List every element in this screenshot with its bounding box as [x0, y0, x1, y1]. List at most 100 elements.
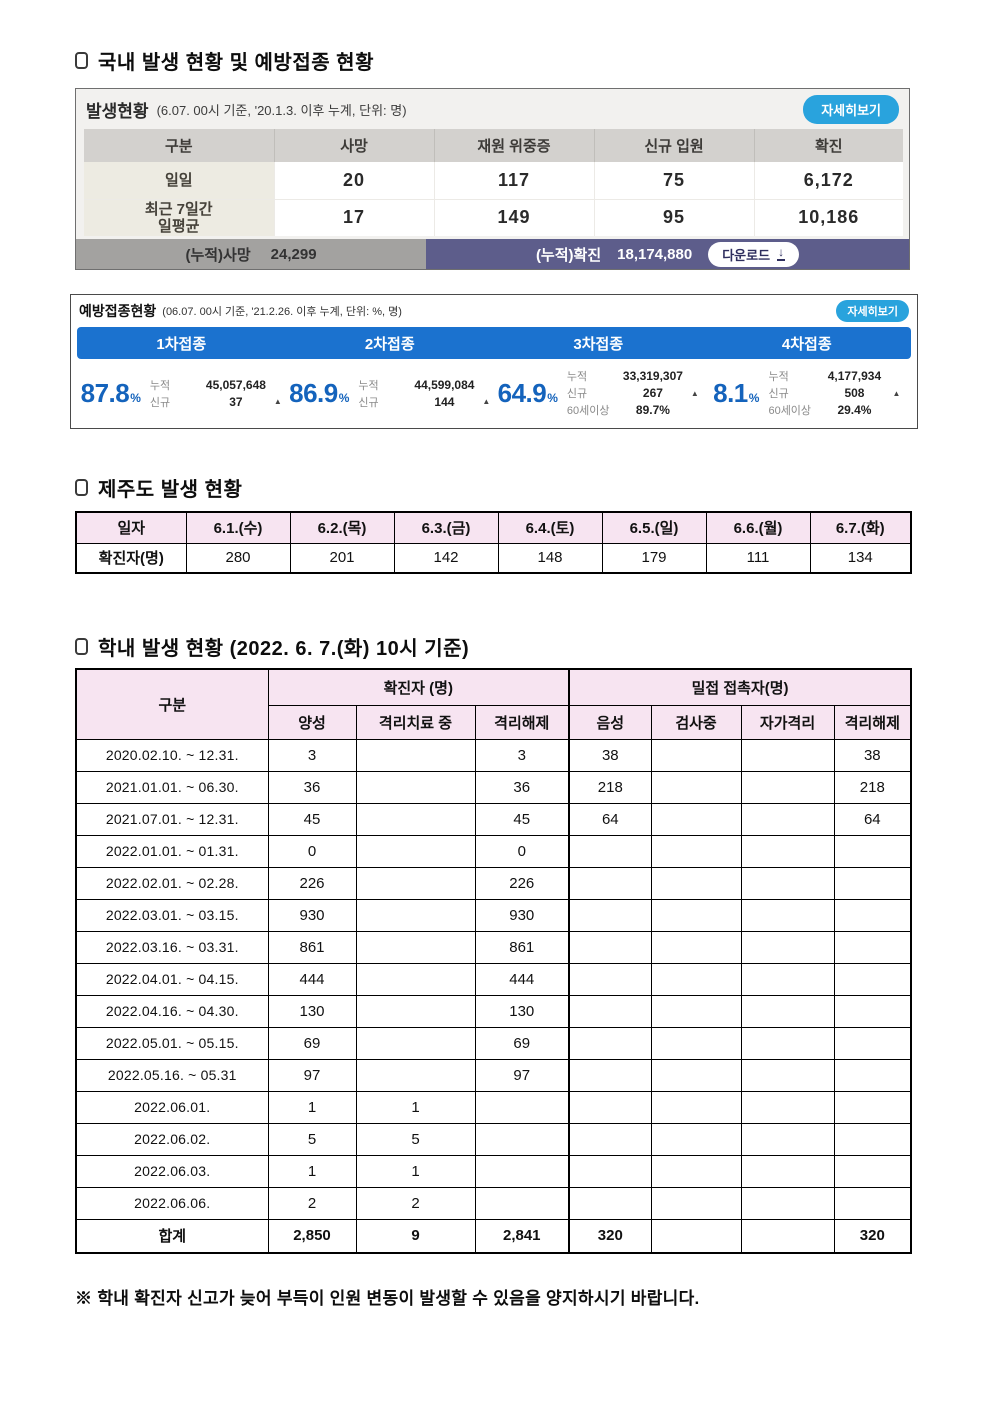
stat-value: 45,057,648 — [205, 377, 266, 392]
table-row: 2022.02.01. ~ 02.28. 226 226 — [75, 866, 912, 900]
table-cell: 148 — [497, 542, 603, 574]
table-row: 일일 20 117 75 6,172 — [84, 162, 903, 199]
section-heading-school: 학내 발생 현황 (2022. 6. 7.(화) 10시 기준) — [75, 632, 917, 661]
table-cell — [355, 738, 476, 772]
table-cell — [568, 1122, 652, 1156]
table-cell: 64 — [568, 802, 652, 836]
download-icon: ↓ — [777, 245, 786, 261]
table-cell — [650, 1058, 742, 1092]
table-cell: 218 — [568, 770, 652, 804]
column-header: 6.6.(월) — [705, 511, 811, 544]
column-header: 격리해제 — [833, 704, 912, 740]
table-row: 2022.05.01. ~ 05.15. 69 69 — [75, 1026, 912, 1060]
dose-percent: 8.1% — [713, 377, 760, 408]
row-label: 2022.03.01. ~ 03.15. — [75, 898, 269, 932]
column-header: 재원 위중증 — [433, 129, 594, 162]
dose-percent: 64.9% — [497, 377, 558, 408]
stat-label: 신규 — [566, 388, 588, 400]
row-label: 확진자(명) — [75, 542, 187, 574]
school-table: 구분 확진자 (명) 밀접 접촉자(명) 양성 격리치료 중 격리해제 음성 검… — [75, 668, 913, 1254]
row-label: 2022.05.01. ~ 05.15. — [75, 1026, 269, 1060]
table-cell — [740, 770, 835, 804]
table-cell: 45 — [474, 802, 570, 836]
school-header-group-row: 구분 확진자 (명) 밀접 접촉자(명) — [75, 668, 912, 740]
table-cell: 2,850 — [267, 1218, 357, 1254]
footer-note: ※ 학내 확진자 신고가 늦어 부득이 인원 변동이 발생할 수 있음을 양지하… — [75, 1289, 700, 1308]
dose-stat-group: 86.9% 누적 44,599,084 신규 144 ▲ — [286, 368, 495, 418]
table-cell — [740, 994, 835, 1028]
download-label: 다운로드 — [722, 247, 771, 263]
outbreak-panel: 발생현황 (6.07. 00시 기준, '20.1.3. 이후 누계, 단위: … — [75, 88, 910, 270]
table-cell — [355, 994, 476, 1028]
table-cell — [355, 1026, 476, 1060]
column-header: 6.1.(수) — [185, 511, 291, 544]
table-cell: 97 — [267, 1058, 357, 1092]
table-cell — [833, 1186, 912, 1220]
row-label: 2022.02.01. ~ 02.28. — [75, 866, 269, 900]
row-label: 일일 — [84, 162, 274, 199]
table-cell: 1 — [267, 1154, 357, 1188]
dose-stat-row: 누적 33,319,307 — [567, 368, 699, 384]
outbreak-title: 발생현황 — [86, 102, 149, 121]
table-row: 2022.03.01. ~ 03.15. 930 930 — [75, 898, 912, 932]
table-cell — [568, 1026, 652, 1060]
table-cell: 0 — [474, 834, 570, 868]
row-label: 최근 7일간 일평균 — [84, 198, 274, 236]
table-cell — [568, 1090, 652, 1124]
table-cell: 0 — [267, 834, 357, 868]
table-cell: 64 — [833, 802, 912, 836]
dose-stat-group: 64.9% 누적 33,319,307 신규 267 ▲ 60세이상 89.7% — [494, 368, 703, 418]
column-header: 일자 — [75, 511, 187, 544]
table-cell: 142 — [393, 542, 499, 574]
table-cell — [833, 1026, 912, 1060]
cumulative-death-value: 24,299 — [270, 245, 317, 263]
table-row: 2022.06.03. 1 1 — [75, 1154, 912, 1188]
stat-label: 누적 — [768, 371, 789, 383]
section-heading-jeju: 제주도 발생 현황 — [75, 473, 917, 502]
table-row: 2022.06.02. 5 5 — [75, 1122, 912, 1156]
table-row: 2020.02.10. ~ 12.31. 3 3 38 38 — [75, 738, 912, 772]
checkbox-bullet-icon — [75, 52, 88, 69]
table-cell — [833, 898, 912, 932]
table-cell: 2,841 — [474, 1218, 570, 1254]
table-cell — [833, 962, 912, 996]
detail-view-button[interactable]: 자세히보기 — [803, 95, 899, 124]
vaccine-dose-stats: 87.8% 누적 45,057,648 신규 37 ▲ 86.9% 누적 44,599,084 신… — [77, 359, 911, 418]
stat-value: 33,319,307 — [622, 369, 683, 383]
table-cell — [355, 930, 476, 964]
school-header-sub-row: 양성 격리치료 중 격리해제 음성 검사중 자가격리 격리해제 — [76, 704, 912, 740]
table-cell — [650, 930, 742, 964]
table-cell — [650, 994, 742, 1028]
table-cell — [568, 1154, 652, 1188]
column-header: 6.2.(목) — [289, 511, 395, 544]
stat-label: 60세이상 — [768, 405, 812, 417]
table-cell: 69 — [474, 1026, 570, 1060]
row-label: 2021.01.01. ~ 06.30. — [75, 770, 269, 804]
detail-view-button[interactable]: 자세히보기 — [836, 300, 909, 322]
row-label: 2022.06.01. — [75, 1090, 269, 1124]
stat-label: 누적 — [566, 371, 588, 383]
dose-stat-rows: 누적 45,057,648 신규 37 ▲ — [150, 377, 282, 410]
jeju-header-row: 일자 6.1.(수) 6.2.(목) 6.3.(금) 6.4.(토) 6.5.(일) 6.6… — [75, 511, 912, 544]
group-header-contacts: 밀접 접촉자(명) — [568, 668, 912, 706]
table-cell: 38 — [568, 738, 652, 772]
table-cell: 20 — [273, 162, 434, 199]
stat-value: 4,177,934 — [827, 369, 882, 383]
stat-label: 신규 — [358, 396, 379, 409]
download-button[interactable]: 다운로드 ↓ — [708, 241, 800, 267]
table-cell: 36 — [474, 770, 570, 804]
table-cell: 45 — [267, 802, 357, 836]
table-row: 2021.07.01. ~ 12.31. 45 45 64 64 — [75, 802, 912, 836]
table-cell — [355, 962, 476, 996]
column-header: 6.3.(금) — [393, 511, 499, 544]
table-cell — [740, 1122, 835, 1156]
table-cell — [833, 994, 912, 1028]
dose-stat-row: 신규 144 ▲ — [358, 394, 490, 410]
table-cell: 6,172 — [753, 162, 903, 199]
cumulative-confirmed: (누적)확진 18,174,880 다운로드 ↓ — [426, 239, 909, 269]
column-header: 검사중 — [650, 704, 742, 740]
stat-label: 누적 — [149, 379, 171, 392]
table-cell: 179 — [601, 542, 707, 574]
checkbox-bullet-icon — [75, 479, 88, 496]
table-cell: 861 — [267, 930, 357, 964]
